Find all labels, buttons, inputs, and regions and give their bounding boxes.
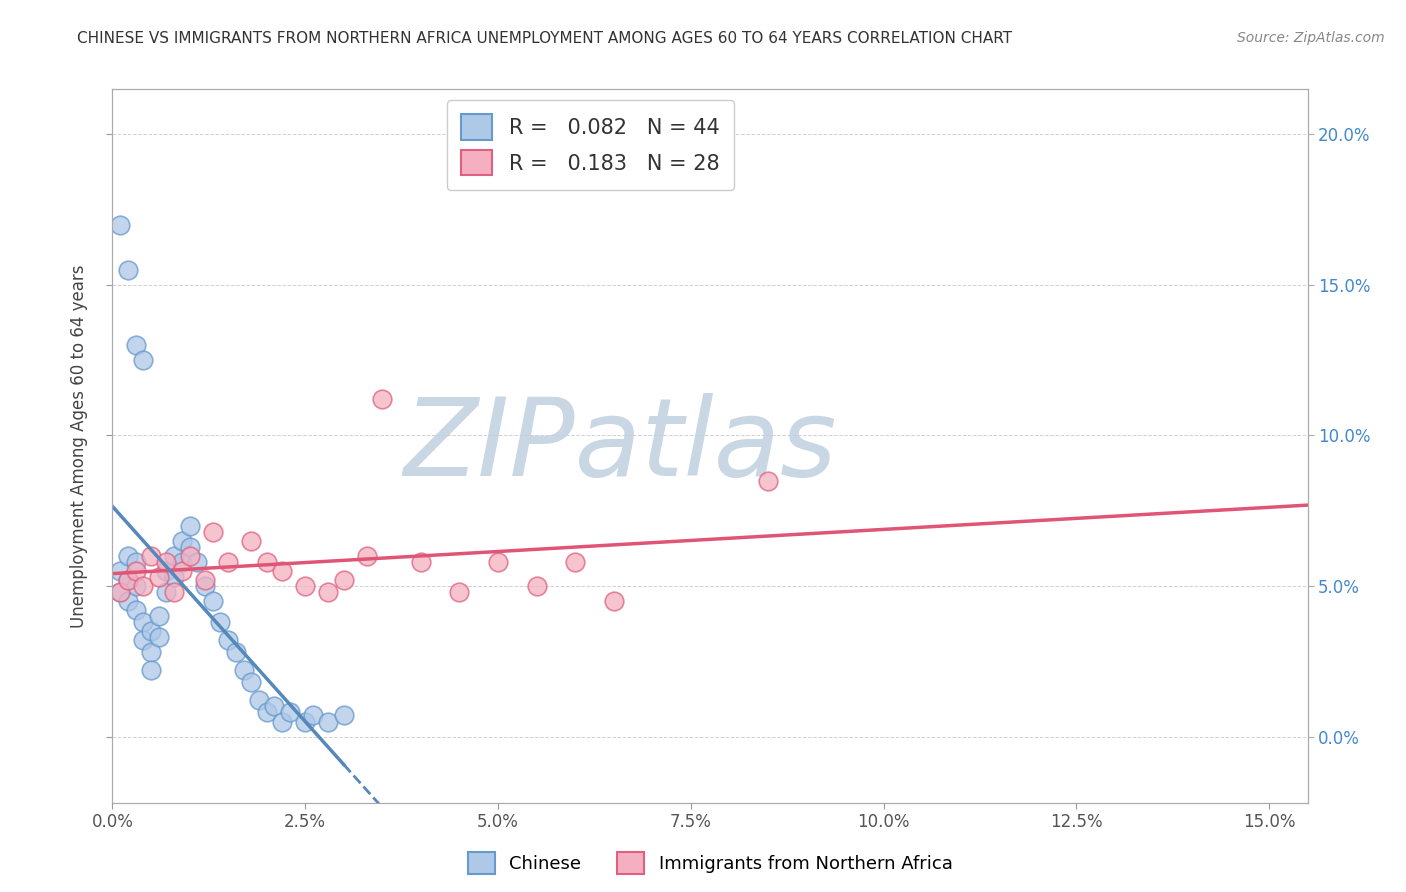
Point bbox=[170, 564, 193, 578]
Point bbox=[564, 555, 586, 569]
Point bbox=[179, 540, 201, 554]
Point bbox=[124, 603, 146, 617]
Point bbox=[318, 585, 340, 599]
Point bbox=[170, 555, 193, 569]
Point bbox=[108, 218, 131, 232]
Point bbox=[194, 573, 217, 587]
Point bbox=[139, 645, 162, 659]
Point bbox=[194, 579, 217, 593]
Point bbox=[148, 609, 170, 624]
Point bbox=[201, 524, 224, 539]
Point bbox=[201, 594, 224, 608]
Point bbox=[217, 555, 239, 569]
Point bbox=[163, 549, 186, 563]
Point bbox=[217, 633, 239, 648]
Point bbox=[108, 585, 131, 599]
Point bbox=[526, 579, 548, 593]
Point bbox=[486, 555, 509, 569]
Point bbox=[124, 579, 146, 593]
Point bbox=[333, 573, 356, 587]
Point bbox=[409, 555, 432, 569]
Point bbox=[294, 714, 316, 729]
Point bbox=[256, 706, 278, 720]
Point bbox=[186, 555, 208, 569]
Point bbox=[139, 663, 162, 677]
Point bbox=[117, 573, 139, 587]
Point bbox=[124, 564, 146, 578]
Point bbox=[302, 708, 325, 723]
Point bbox=[117, 573, 139, 587]
Point bbox=[117, 594, 139, 608]
Point bbox=[449, 585, 471, 599]
Point bbox=[271, 564, 294, 578]
Point bbox=[132, 579, 155, 593]
Y-axis label: Unemployment Among Ages 60 to 64 years: Unemployment Among Ages 60 to 64 years bbox=[70, 264, 89, 628]
Point bbox=[108, 564, 131, 578]
Text: CHINESE VS IMMIGRANTS FROM NORTHERN AFRICA UNEMPLOYMENT AMONG AGES 60 TO 64 YEAR: CHINESE VS IMMIGRANTS FROM NORTHERN AFRI… bbox=[77, 31, 1012, 46]
Point bbox=[232, 663, 254, 677]
Point bbox=[148, 570, 170, 584]
Point bbox=[155, 564, 177, 578]
Point bbox=[139, 624, 162, 639]
Point bbox=[132, 615, 155, 629]
Point bbox=[225, 645, 247, 659]
Point bbox=[139, 549, 162, 563]
Point bbox=[247, 693, 270, 707]
Point bbox=[371, 392, 394, 407]
Point bbox=[132, 633, 155, 648]
Point bbox=[170, 533, 193, 548]
Point bbox=[124, 555, 146, 569]
Point bbox=[155, 585, 177, 599]
Point bbox=[148, 630, 170, 644]
Point bbox=[132, 353, 155, 368]
Point bbox=[278, 706, 301, 720]
Point bbox=[163, 570, 186, 584]
Point bbox=[179, 549, 201, 563]
Point bbox=[240, 675, 263, 690]
Point bbox=[179, 518, 201, 533]
Point bbox=[333, 708, 356, 723]
Point bbox=[263, 699, 285, 714]
Point bbox=[271, 714, 294, 729]
Point bbox=[756, 474, 779, 488]
Point bbox=[155, 555, 177, 569]
Point bbox=[318, 714, 340, 729]
Point bbox=[294, 579, 316, 593]
Point bbox=[117, 263, 139, 277]
Text: Source: ZipAtlas.com: Source: ZipAtlas.com bbox=[1237, 31, 1385, 45]
Point bbox=[108, 585, 131, 599]
Point bbox=[124, 338, 146, 352]
Point bbox=[163, 585, 186, 599]
Point bbox=[256, 555, 278, 569]
Point bbox=[240, 533, 263, 548]
Point bbox=[209, 615, 232, 629]
Point bbox=[602, 594, 624, 608]
Text: ZIPatlas: ZIPatlas bbox=[404, 393, 837, 499]
Legend: Chinese, Immigrants from Northern Africa: Chinese, Immigrants from Northern Africa bbox=[456, 839, 965, 887]
Point bbox=[117, 549, 139, 563]
Point bbox=[356, 549, 378, 563]
